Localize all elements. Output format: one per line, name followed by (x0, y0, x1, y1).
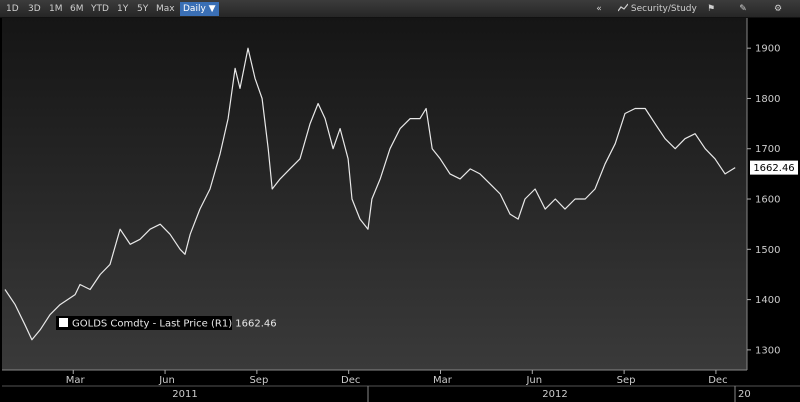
legend-swatch (59, 318, 68, 327)
y-tick-label: 1400 (755, 295, 780, 306)
range-button[interactable]: 1D (6, 4, 19, 14)
y-tick-label: 1300 (755, 345, 780, 356)
y-tick-label: 1500 (755, 245, 780, 256)
x-tick-label: Mar (66, 375, 86, 386)
x-tick-label: Sep (617, 375, 636, 386)
chart: 2011 2012 20 1300 1400 1500 1600 1700 1800 190… (2, 18, 800, 402)
y-axis-background (747, 18, 800, 370)
y-tick-label: 1900 (755, 44, 780, 55)
settings-button[interactable]: ⚙ (773, 4, 783, 14)
last-price-tag (750, 160, 798, 175)
last-price-label: 1662.46 (753, 163, 794, 174)
range-button[interactable]: YTD (91, 4, 109, 14)
x-tick-label: Jun (525, 375, 542, 386)
collapse-button[interactable]: « (596, 4, 602, 14)
price-line (4, 47, 736, 341)
toolbar: 1D 3D 1M 6M YTD 1Y 5Y Max Daily ▼ « Secu… (0, 0, 800, 18)
x-tick-label: Dec (708, 375, 727, 386)
range-button[interactable]: 6M (70, 4, 84, 14)
study-label: Security/Study (630, 4, 697, 14)
year-label: 20 (738, 389, 751, 400)
year-label: 2012 (542, 389, 567, 400)
y-tick-label: 1600 (755, 195, 780, 206)
x-tick-label: Mar (433, 375, 453, 386)
flag-button[interactable]: ⚑ (706, 4, 716, 14)
range-button[interactable]: 1M (49, 4, 63, 14)
legend-box (56, 316, 232, 330)
x-tick-label: Jun (158, 375, 175, 386)
x-tick-label: Dec (341, 375, 360, 386)
legend-label: GOLDS Comdty - Last Price (R1) 1662.46 (72, 319, 277, 330)
range-button[interactable]: 1Y (117, 4, 129, 14)
range-button[interactable]: 5Y (137, 4, 149, 14)
range-button[interactable]: 3D (28, 4, 41, 14)
study-icon (617, 3, 629, 12)
edit-button[interactable]: ✎ (739, 4, 747, 14)
year-label: 2011 (172, 389, 197, 400)
x-tick-label: Sep (249, 375, 268, 386)
study-button[interactable]: Security/Study (617, 2, 697, 16)
y-tick-label: 1700 (755, 144, 780, 155)
range-button[interactable]: Max (156, 4, 175, 14)
y-tick-label: 1800 (755, 94, 780, 105)
frequency-dropdown[interactable]: Daily ▼ (180, 2, 219, 16)
